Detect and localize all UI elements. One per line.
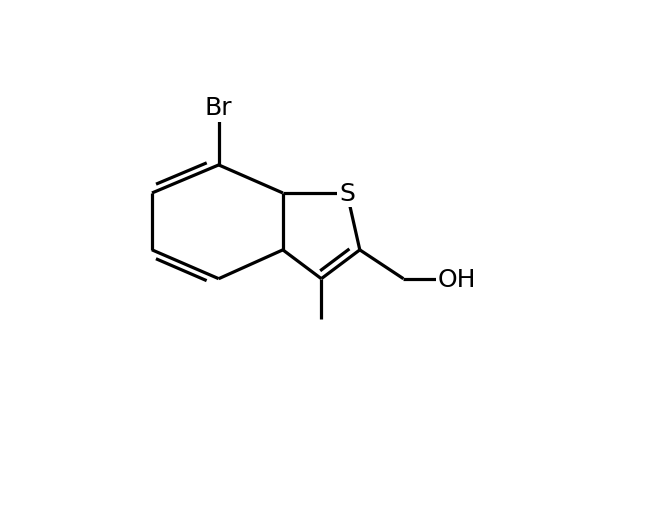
Text: S: S bbox=[339, 182, 355, 206]
Text: Br: Br bbox=[205, 96, 232, 120]
Text: OH: OH bbox=[438, 267, 477, 291]
